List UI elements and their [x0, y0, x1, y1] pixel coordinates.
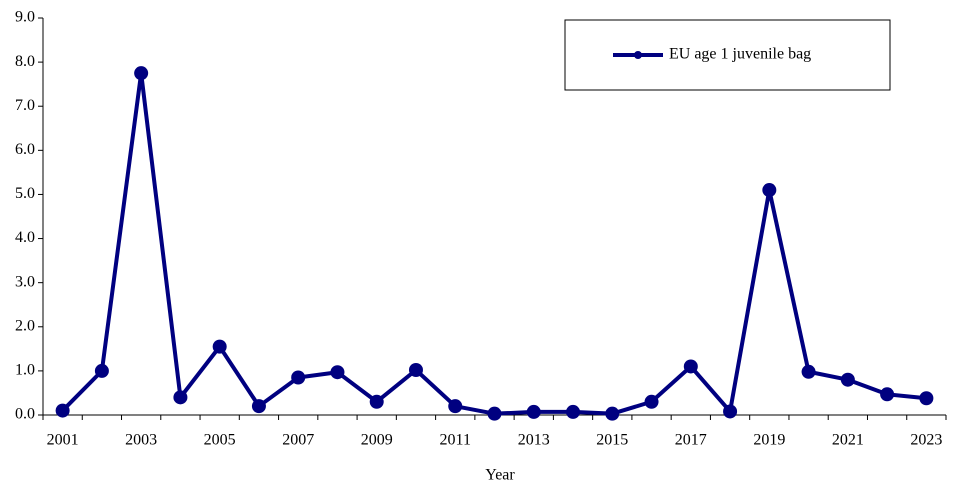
legend-marker	[634, 51, 642, 59]
y-tick-label: 1.0	[15, 362, 35, 379]
x-axis-title: Year	[485, 467, 515, 484]
x-tick-label: 2005	[204, 432, 236, 449]
data-point	[801, 364, 816, 379]
x-tick-label: 2023	[910, 432, 942, 449]
x-tick-label: 2015	[596, 432, 628, 449]
data-point	[644, 394, 659, 409]
y-tick-label: 4.0	[15, 229, 35, 246]
data-point	[251, 399, 266, 414]
y-tick-label: 9.0	[15, 9, 35, 26]
data-point	[369, 394, 384, 409]
data-point	[723, 404, 738, 419]
y-tick-label: 0.0	[15, 406, 35, 423]
data-point	[566, 404, 581, 419]
data-point	[762, 183, 777, 198]
data-point	[55, 403, 70, 418]
x-tick-label: 2007	[282, 432, 314, 449]
x-tick-label: 2021	[832, 432, 864, 449]
series-line	[61, 71, 927, 416]
y-tick-label: 2.0	[15, 317, 35, 334]
data-point	[330, 365, 345, 380]
y-tick-label: 3.0	[15, 273, 35, 290]
data-point	[173, 390, 188, 405]
x-tick-label: 2011	[440, 432, 471, 449]
x-tick-label: 2017	[675, 432, 707, 449]
data-point	[880, 387, 895, 402]
y-tick-label: 7.0	[15, 97, 35, 114]
data-point	[526, 404, 541, 419]
y-tick-label: 5.0	[15, 185, 35, 202]
data-point	[919, 391, 934, 406]
data-point	[605, 406, 620, 421]
x-tick-label: 2013	[518, 432, 550, 449]
legend-label: EU age 1 juvenile bag	[669, 46, 811, 63]
data-point	[487, 406, 502, 421]
data-point	[291, 370, 306, 385]
data-point	[212, 339, 227, 354]
x-tick-label: 2003	[125, 432, 157, 449]
x-tick-label: 2001	[47, 432, 79, 449]
y-tick-label: 6.0	[15, 141, 35, 158]
data-point	[448, 399, 463, 414]
x-tick-label: 2009	[361, 432, 393, 449]
data-point	[840, 372, 855, 387]
x-tick-label: 2019	[753, 432, 785, 449]
data-point	[683, 359, 698, 374]
y-tick-label: 8.0	[15, 53, 35, 70]
data-point	[134, 66, 149, 81]
data-point	[94, 363, 109, 378]
data-point	[408, 363, 423, 378]
